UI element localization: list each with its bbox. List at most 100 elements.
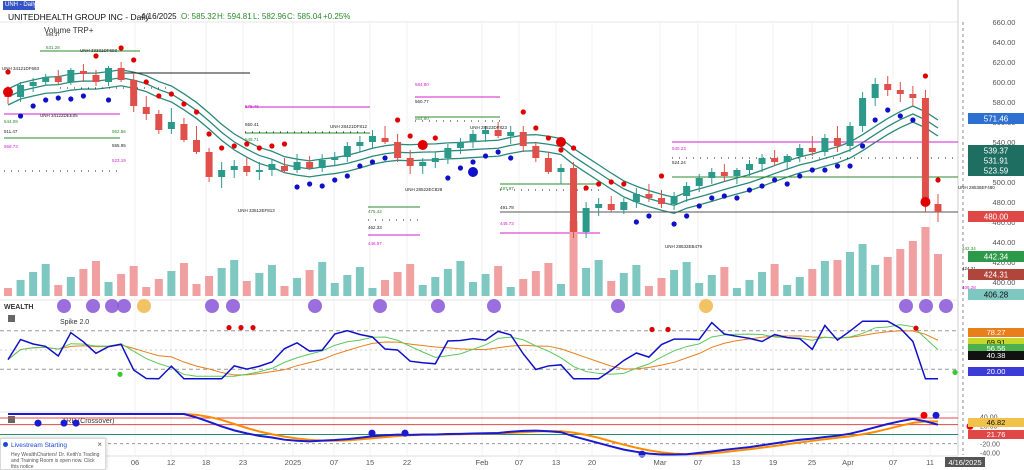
volume-bar	[644, 286, 653, 296]
volume-bar	[732, 288, 741, 296]
volume-bars	[4, 221, 942, 296]
candle	[632, 194, 640, 202]
annotation-label: 584.80	[415, 82, 429, 87]
trp-dot	[72, 419, 80, 427]
volume-bar	[632, 265, 641, 296]
volume-bar	[54, 285, 63, 296]
volume-bar	[695, 283, 704, 296]
candle	[595, 204, 603, 208]
annotation-label: 568.73	[4, 144, 18, 149]
annotation-label: 524.24	[672, 160, 686, 165]
price-tag	[968, 251, 1024, 262]
annotation-label: 462.33	[368, 225, 382, 230]
trp-dot-red	[545, 135, 552, 141]
trp-dot-red	[583, 185, 589, 191]
price-tag-label: 480.00	[984, 213, 1009, 222]
candle	[733, 170, 741, 176]
candle	[293, 162, 301, 170]
trp-dot	[401, 429, 409, 437]
trp-signal-dot	[417, 140, 428, 150]
spike-red-dot	[226, 325, 232, 331]
annotation-label: UNH 33331DF693	[80, 48, 118, 53]
annotation-label: UNH 28536EF480	[958, 185, 995, 190]
x-tick-label: 22	[403, 458, 411, 467]
volume-bar	[129, 266, 138, 296]
candle	[117, 68, 125, 80]
trp-tick-label: -40.00	[980, 451, 1000, 458]
volume-bar	[556, 284, 565, 296]
trp-dot-blue	[885, 107, 891, 113]
volume-bar	[795, 277, 804, 296]
trp-signal-dot	[468, 167, 478, 177]
wealth-signal-icon	[86, 299, 100, 313]
annotation-label: 550.41	[245, 122, 259, 127]
volume-bar	[506, 287, 515, 296]
trp-dot-red	[608, 179, 614, 185]
header-high: H: 594.81	[217, 12, 252, 21]
trp-dot-red	[256, 145, 262, 151]
annotation-label: UNH 28522EC828	[405, 187, 443, 192]
trp-dot-blue	[445, 175, 451, 181]
trp-dot-blue	[910, 117, 916, 123]
candle	[683, 186, 691, 196]
volume-bar	[368, 288, 377, 296]
spike-tag-label: 40.38	[987, 351, 1006, 360]
trp-dot-blue	[68, 96, 74, 102]
volume-bar	[179, 263, 188, 296]
volume-bar	[242, 281, 251, 296]
candle	[268, 164, 276, 170]
study-label[interactable]: Volume TRP+	[44, 26, 94, 35]
trp-dot-red	[244, 141, 250, 147]
wealth-signal-icon	[431, 299, 445, 313]
candle	[306, 162, 314, 168]
trp-dot-red	[394, 117, 401, 123]
candle	[532, 146, 540, 158]
wealth-signal-icon	[487, 299, 501, 313]
volume-bar	[381, 280, 390, 296]
volume-bar	[355, 267, 364, 296]
candle	[519, 132, 527, 146]
spike-main-line	[7, 320, 938, 380]
trp-dot	[368, 429, 376, 437]
price-tag	[968, 289, 1024, 300]
wealth-signal-icon	[105, 299, 119, 313]
annotation-label: 564.90	[415, 116, 429, 121]
candle	[54, 77, 62, 82]
volume-bar	[758, 272, 767, 296]
price-tag-label: 424.31	[984, 271, 1009, 280]
candle	[494, 130, 502, 136]
trp-tag	[968, 418, 1024, 427]
price-tag	[968, 211, 1024, 222]
candle	[17, 85, 25, 97]
livestream-toast[interactable]: Livestream Starting Hey WealthCharters! …	[0, 438, 106, 470]
close-icon[interactable]: ×	[97, 440, 102, 449]
candle	[582, 208, 590, 232]
volume-bar	[519, 279, 528, 296]
annotation-label: 540.23	[672, 146, 686, 151]
trp-dot-red	[281, 141, 288, 147]
trp-dot-red	[168, 91, 174, 97]
x-tick-label: Apr	[842, 458, 854, 467]
trp-dot-blue	[696, 203, 702, 209]
toast-body: Hey WealthCharters! Dr. Keith's Trading …	[11, 452, 100, 470]
volume-bar	[16, 280, 25, 296]
trp-dot-blue	[872, 117, 878, 123]
wealth-signal-icon	[899, 299, 913, 313]
symbol-tab[interactable]: UNH - Daily	[3, 1, 37, 10]
x-tick-label: 07	[889, 458, 897, 467]
volume-bar	[858, 244, 867, 296]
wealth-signal-icon	[919, 299, 933, 313]
symbol-title: UNITEDHEALTH GROUP INC - Daily	[8, 12, 150, 22]
volume-bar	[569, 221, 578, 296]
volume-bar	[280, 286, 289, 296]
candle	[419, 162, 427, 166]
volume-bar	[343, 275, 352, 296]
volume-bar	[330, 283, 339, 296]
candle	[469, 134, 477, 142]
trp-tag	[968, 430, 1024, 439]
trp-dot-blue	[470, 159, 476, 165]
trp-dot-red	[269, 143, 275, 149]
trp-dot-red	[5, 69, 11, 75]
annotation-label: 575.46	[245, 104, 259, 109]
